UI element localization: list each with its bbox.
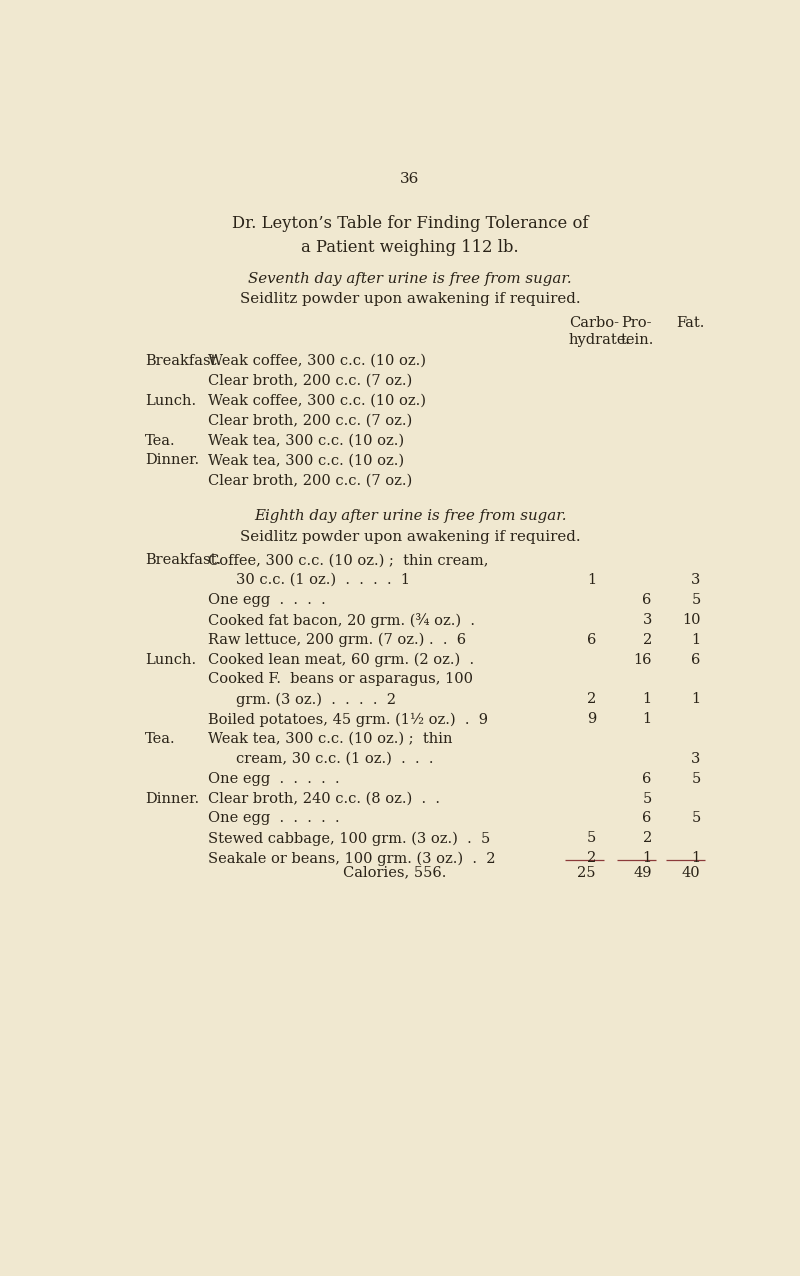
Text: Raw lettuce, 200 grm. (7 oz.) .  .  6: Raw lettuce, 200 grm. (7 oz.) . . 6 [209,633,466,647]
Text: Eighth day after urine is free from sugar.: Eighth day after urine is free from suga… [254,509,566,523]
Text: Cooked F.  beans or asparagus, 100: Cooked F. beans or asparagus, 100 [209,672,474,686]
Text: 1: 1 [691,633,701,647]
Text: 25: 25 [578,865,596,879]
Text: Weak tea, 300 c.c. (10 oz.) ;  thin: Weak tea, 300 c.c. (10 oz.) ; thin [209,732,453,746]
Text: 3: 3 [691,573,701,587]
Text: 36: 36 [400,171,420,185]
Text: 2: 2 [586,693,596,707]
Text: One egg  .  .  .  .: One egg . . . . [209,593,326,607]
Text: 40: 40 [682,865,701,879]
Text: 9: 9 [586,712,596,726]
Text: 6: 6 [642,812,652,826]
Text: Tea.: Tea. [145,732,175,746]
Text: Clear broth, 200 c.c. (7 oz.): Clear broth, 200 c.c. (7 oz.) [209,473,413,487]
Text: Seakale or beans, 100 grm. (3 oz.)  .  2: Seakale or beans, 100 grm. (3 oz.) . 2 [209,851,496,865]
Text: Clear broth, 240 c.c. (8 oz.)  .  .: Clear broth, 240 c.c. (8 oz.) . . [209,791,441,805]
Text: 6: 6 [691,652,701,666]
Text: 3: 3 [642,612,652,627]
Text: One egg  .  .  .  .  .: One egg . . . . . [209,812,340,826]
Text: 1: 1 [587,573,596,587]
Text: 2: 2 [642,832,652,845]
Text: Breakfast.: Breakfast. [145,353,221,367]
Text: 3: 3 [691,752,701,766]
Text: grm. (3 oz.)  .  .  .  .  2: grm. (3 oz.) . . . . 2 [236,693,396,707]
Text: 49: 49 [634,865,652,879]
Text: 5: 5 [691,772,701,786]
Text: 10: 10 [682,612,701,627]
Text: Seidlitz powder upon awakening if required.: Seidlitz powder upon awakening if requir… [240,530,580,544]
Text: Calories, 556.: Calories, 556. [343,865,446,879]
Text: Carbo-: Carbo- [569,315,619,329]
Text: Cooked lean meat, 60 grm. (2 oz.)  .: Cooked lean meat, 60 grm. (2 oz.) . [209,652,474,667]
Text: 5: 5 [642,791,652,805]
Text: Lunch.: Lunch. [145,652,196,666]
Text: 6: 6 [642,772,652,786]
Text: Weak coffee, 300 c.c. (10 oz.): Weak coffee, 300 c.c. (10 oz.) [209,394,426,408]
Text: Seidlitz powder upon awakening if required.: Seidlitz powder upon awakening if requir… [240,292,580,306]
Text: 1: 1 [642,851,652,865]
Text: 1: 1 [691,693,701,707]
Text: 30 c.c. (1 oz.)  .  .  .  .  1: 30 c.c. (1 oz.) . . . . 1 [236,573,410,587]
Text: 1: 1 [691,851,701,865]
Text: 16: 16 [634,652,652,666]
Text: 6: 6 [642,593,652,607]
Text: 5: 5 [586,832,596,845]
Text: Coffee, 300 c.c. (10 oz.) ;  thin cream,: Coffee, 300 c.c. (10 oz.) ; thin cream, [209,554,489,568]
Text: One egg  .  .  .  .  .: One egg . . . . . [209,772,340,786]
Text: Fat.: Fat. [676,315,704,329]
Text: 6: 6 [586,633,596,647]
Text: Clear broth, 200 c.c. (7 oz.): Clear broth, 200 c.c. (7 oz.) [209,374,413,388]
Text: Lunch.: Lunch. [145,394,196,408]
Text: a Patient weighing 112 lb.: a Patient weighing 112 lb. [301,240,519,256]
Text: Pro-: Pro- [621,315,651,329]
Text: Dinner.: Dinner. [145,453,199,467]
Text: 5: 5 [691,593,701,607]
Text: Tea.: Tea. [145,434,175,448]
Text: Stewed cabbage, 100 grm. (3 oz.)  .  5: Stewed cabbage, 100 grm. (3 oz.) . 5 [209,832,490,846]
Text: Seventh day after urine is free from sugar.: Seventh day after urine is free from sug… [248,272,572,286]
Text: 1: 1 [642,693,652,707]
Text: 2: 2 [586,851,596,865]
Text: Weak tea, 300 c.c. (10 oz.): Weak tea, 300 c.c. (10 oz.) [209,453,405,467]
Text: Weak tea, 300 c.c. (10 oz.): Weak tea, 300 c.c. (10 oz.) [209,434,405,448]
Text: Clear broth, 200 c.c. (7 oz.): Clear broth, 200 c.c. (7 oz.) [209,413,413,427]
Text: tein.: tein. [621,333,654,347]
Text: 2: 2 [642,633,652,647]
Text: Weak coffee, 300 c.c. (10 oz.): Weak coffee, 300 c.c. (10 oz.) [209,353,426,367]
Text: cream, 30 c.c. (1 oz.)  .  .  .: cream, 30 c.c. (1 oz.) . . . [236,752,433,766]
Text: Dinner.: Dinner. [145,791,199,805]
Text: Dr. Leyton’s Table for Finding Tolerance of: Dr. Leyton’s Table for Finding Tolerance… [232,216,588,232]
Text: Cooked fat bacon, 20 grm. (¾ oz.)  .: Cooked fat bacon, 20 grm. (¾ oz.) . [209,612,475,628]
Text: Breakfast.: Breakfast. [145,554,221,568]
Text: 1: 1 [642,712,652,726]
Text: hydrate.: hydrate. [569,333,631,347]
Text: Boiled potatoes, 45 grm. (1½ oz.)  .  9: Boiled potatoes, 45 grm. (1½ oz.) . 9 [209,712,489,726]
Text: 5: 5 [691,812,701,826]
